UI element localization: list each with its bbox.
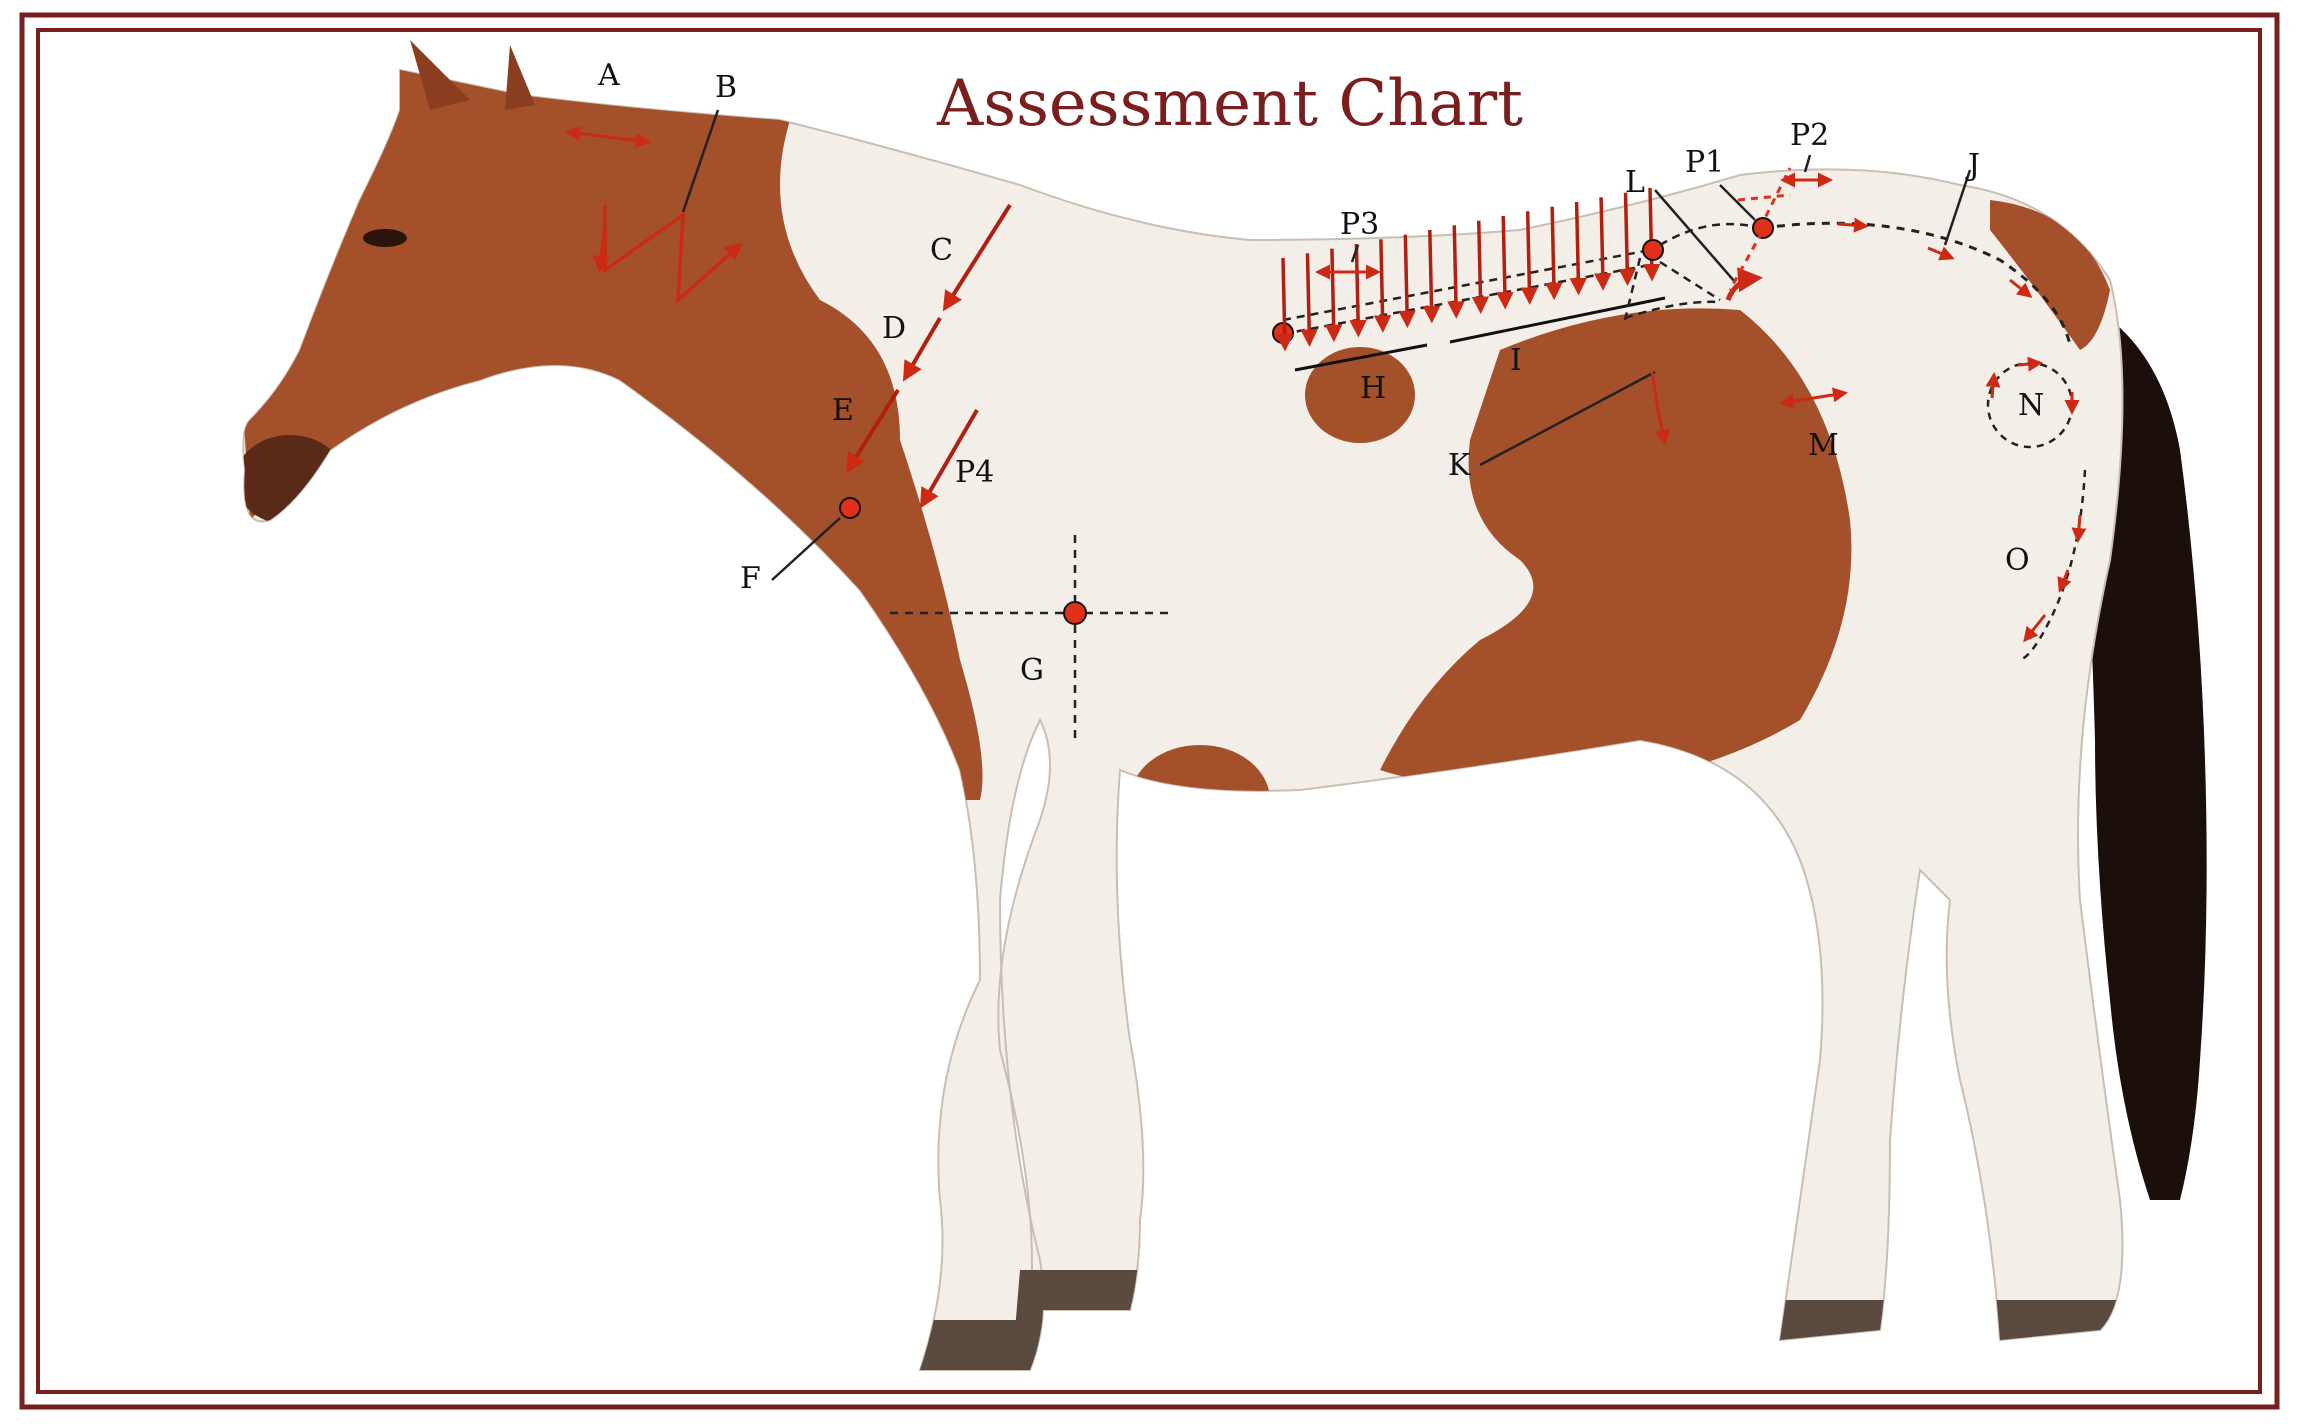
- arrow-j-curve: [1761, 221, 2072, 346]
- arrow-a: [565, 126, 651, 148]
- point-f: [839, 497, 861, 519]
- back-down-arrow: [1422, 229, 1441, 324]
- back-down-arrow: [1349, 243, 1367, 338]
- back-down-arrow: [1324, 248, 1343, 343]
- arrow-o-3: [2023, 614, 2047, 643]
- pointer-j: [1943, 169, 1972, 246]
- arrow-l-hook: [1725, 267, 1763, 301]
- p2-dashed-3: [1728, 231, 1764, 291]
- hoof-left-front: [910, 1320, 1070, 1370]
- dashed-line-o: [2017, 469, 2087, 662]
- horse-ear: [410, 40, 470, 110]
- outer-frame: [19, 12, 2280, 1410]
- back-down-arrow: [1373, 239, 1392, 333]
- back-down-arrow: [1471, 220, 1490, 315]
- pointer-p1: [1719, 184, 1756, 221]
- arrow-n-1: [1985, 372, 2001, 399]
- label-d: D: [882, 311, 906, 346]
- arrow-o-2: [2057, 569, 2072, 593]
- arrow-j-2: [1927, 246, 1955, 261]
- back-down-arrows: [1275, 187, 1661, 352]
- hoof-right-hind: [1985, 1300, 2123, 1360]
- label-h: H: [1360, 371, 1386, 406]
- arrow-o-1: [2071, 514, 2087, 543]
- label-k: K: [1448, 448, 1471, 483]
- back-down-arrow: [1618, 192, 1636, 287]
- label-e: E: [832, 393, 854, 428]
- horse-ear: [505, 45, 535, 110]
- arrow-j-3: [2009, 278, 2033, 298]
- label-j: J: [1965, 148, 1980, 183]
- label-f: F: [740, 561, 761, 596]
- point-g: [1063, 601, 1087, 625]
- annotation-layer: [565, 109, 2087, 745]
- label-o: O: [2005, 543, 2030, 578]
- horse-muzzle: [243, 435, 345, 525]
- patch-croup: [1990, 200, 2110, 350]
- label-p4: P4: [955, 455, 994, 490]
- pointer-k: [1479, 370, 1656, 467]
- back-down-arrow: [1447, 225, 1465, 319]
- back-down-arrow: [1545, 206, 1563, 301]
- back-dashed-line-lower: [1282, 263, 1651, 336]
- loin-dashed-outline: [1623, 257, 1721, 321]
- arrow-m: [1779, 387, 1848, 409]
- patch-forearm: [1130, 745, 1270, 855]
- pointer-f: [771, 517, 841, 581]
- patch-barrel: [1380, 308, 1852, 790]
- inner-frame: [36, 28, 2262, 1394]
- label-p2: P2: [1790, 118, 1829, 153]
- back-down-arrow: [1398, 234, 1416, 329]
- label-b: B: [715, 70, 737, 105]
- label-g: G: [1020, 653, 1044, 688]
- patch-spot-h: [1305, 347, 1415, 443]
- arrow-b-start: [592, 224, 611, 274]
- segment-h: [1294, 343, 1428, 372]
- hoof-left-hind: [1765, 1300, 1905, 1360]
- arrow-j-1: [1837, 217, 1869, 233]
- arrow-b-zigzag: [603, 205, 743, 305]
- horse-eye: [363, 229, 407, 247]
- back-down-arrow: [1520, 211, 1539, 305]
- back-down-arrow: [1496, 215, 1514, 310]
- arrow-d: [902, 316, 942, 382]
- back-down-arrow: [1275, 257, 1294, 352]
- label-c: C: [930, 233, 953, 268]
- label-layer: A B C D E F G H I J K L M N O P1 P2 P3 P…: [597, 58, 2044, 688]
- horse-silhouette: [242, 40, 2207, 1371]
- point-p1: [1752, 217, 1774, 239]
- arrow-k: [1650, 371, 1670, 445]
- hoof-right-front: [1015, 1270, 1160, 1330]
- back-dashed-line-upper: [1282, 248, 1651, 322]
- p2-dashed-1: [1737, 193, 1791, 202]
- arrow-e: [845, 388, 900, 474]
- chart-title: Assessment Chart: [936, 67, 1523, 141]
- back-down-arrow: [1300, 253, 1318, 347]
- back-down-arrow: [1569, 201, 1588, 296]
- pointer-l: [1654, 189, 1736, 283]
- label-m: M: [1808, 428, 1839, 463]
- pointer-p3: [1350, 244, 1360, 263]
- arrow-c: [942, 203, 1012, 312]
- label-p1: P1: [1685, 145, 1724, 180]
- label-l: L: [1625, 165, 1645, 200]
- back-down-arrow: [1594, 197, 1612, 291]
- label-n: N: [2018, 388, 2044, 423]
- pointer-b: [681, 109, 720, 213]
- label-a: A: [597, 58, 620, 93]
- arrow-p4: [919, 408, 979, 509]
- label-i: I: [1510, 343, 1522, 378]
- arrow-n-2: [2017, 356, 2043, 372]
- back-down-arrow: [1642, 187, 1661, 282]
- label-p3: P3: [1340, 207, 1379, 242]
- pointer-p2: [1803, 154, 1812, 173]
- point-l: [1642, 239, 1664, 261]
